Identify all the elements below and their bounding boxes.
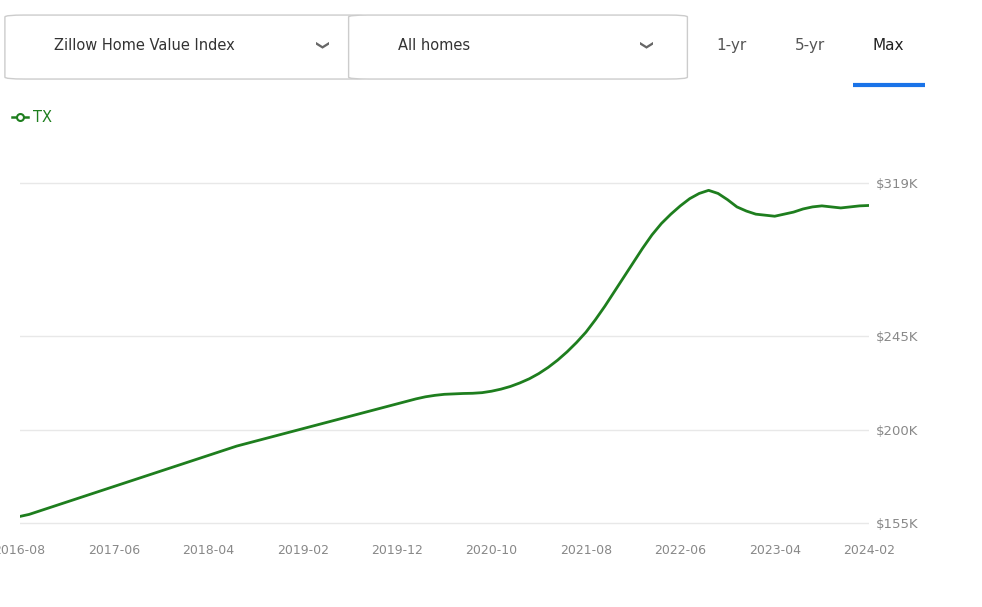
- Text: 1-yr: 1-yr: [717, 38, 746, 53]
- Text: 5-yr: 5-yr: [795, 38, 825, 53]
- Text: Max: Max: [873, 38, 904, 53]
- Text: Zillow Home Value Index: Zillow Home Value Index: [54, 38, 235, 53]
- Text: ❯: ❯: [312, 40, 326, 50]
- Text: TX: TX: [33, 110, 52, 125]
- Text: All homes: All homes: [398, 38, 469, 53]
- FancyBboxPatch shape: [349, 15, 687, 79]
- Text: ❯: ❯: [636, 40, 650, 50]
- FancyBboxPatch shape: [5, 15, 368, 79]
